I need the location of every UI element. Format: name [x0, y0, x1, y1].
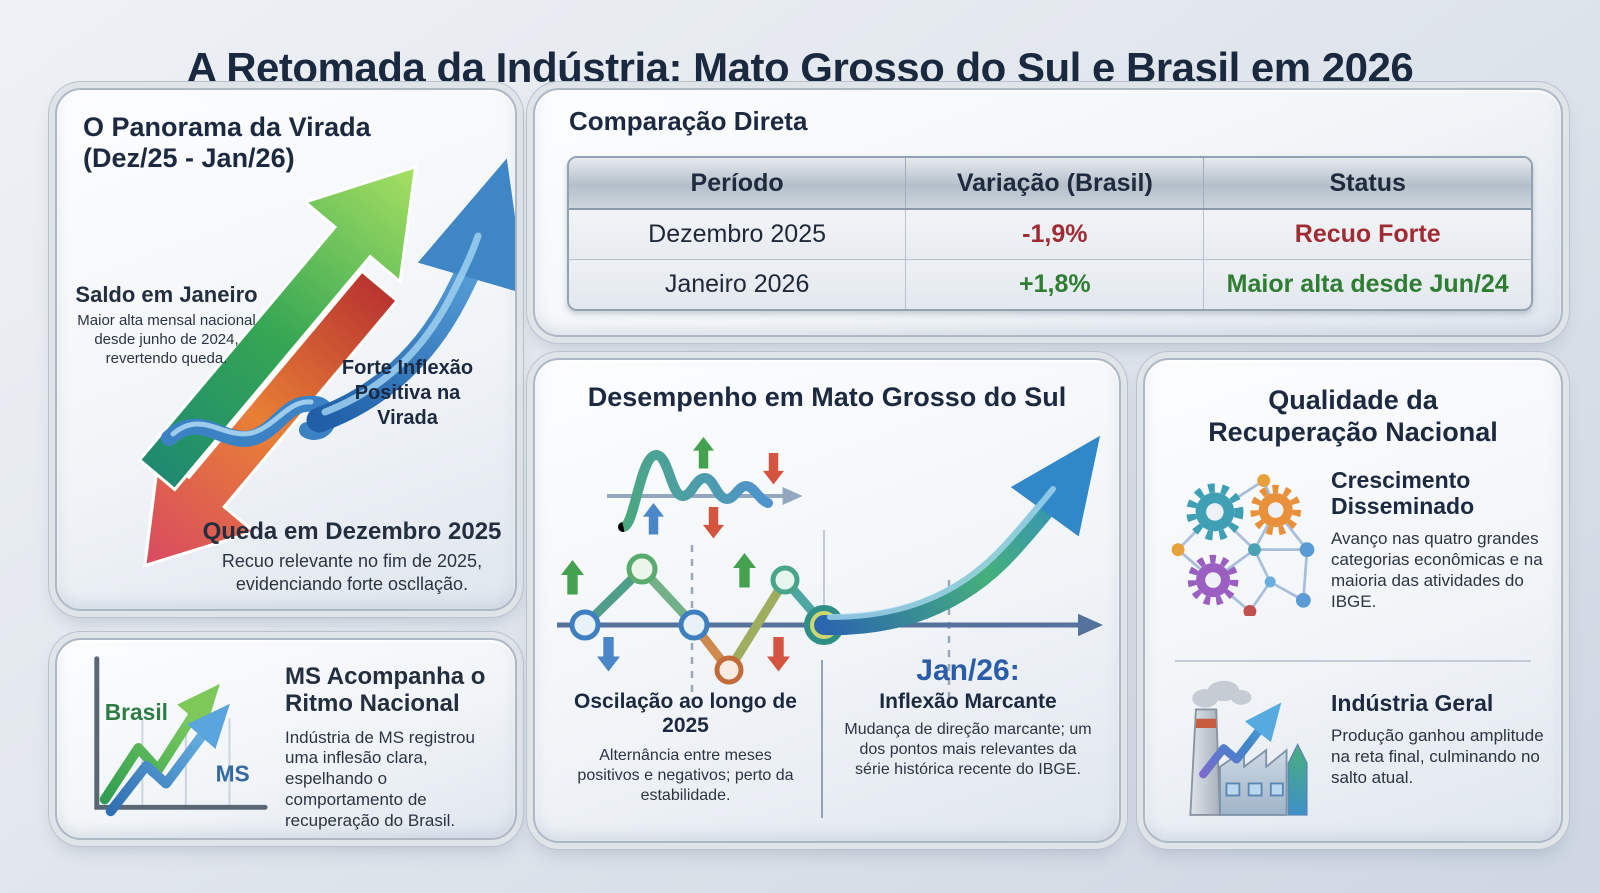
forte-inflexao-label: Forte Inflexão Positiva na Virada [341, 357, 474, 429]
panel-panorama-virada: O Panorama da Virada (Dez/25 - Jan/26) S… [55, 88, 517, 611]
node-point [626, 553, 658, 585]
industria-title: Indústria Geral [1331, 690, 1494, 716]
comparacao-title: Comparação Direta [569, 106, 808, 136]
factory-icon [1189, 680, 1308, 816]
node-point [714, 655, 744, 685]
up-arrow-green-icon [733, 553, 756, 588]
node-point [770, 565, 800, 595]
cell-variacao: +1,8% [905, 259, 1205, 309]
oscilacao-textblock: Oscilação ao longo de 2025 Alternância e… [573, 690, 798, 806]
up-arrow-green-icon [693, 437, 714, 469]
gear-purple-icon [1187, 554, 1239, 606]
brasil-series-label: Brasil [105, 699, 168, 725]
factory-windows [1225, 782, 1284, 797]
down-arrow-blue-icon [597, 637, 620, 672]
oscillation-wave-icon [607, 437, 803, 539]
panel-qualidade-nacional: Qualidade da Recuperação Nacional Cresci… [1143, 358, 1563, 843]
up-arrow-green-icon [137, 164, 418, 492]
queda-dezembro-title: Queda em Dezembro 2025 [202, 518, 502, 545]
table-row: Janeiro 2026 +1,8% Maior alta desde Jun/… [569, 259, 1531, 309]
ms-ritmo-text: Indústria de MS registrou uma inflesão c… [285, 727, 475, 830]
recovery-swoosh-arrow-icon [814, 435, 1101, 636]
industria-textblock: Indústria Geral Produção ganhou amplitud… [1331, 690, 1547, 788]
queda-dezembro-callout: Queda em Dezembro 2025 Recuo relevante n… [187, 518, 517, 595]
panorama-title: O Panorama da Virada (Dez/25 - Jan/26) [83, 112, 371, 174]
cell-periodo: Dezembro 2025 [569, 209, 907, 260]
gear-orange-icon [1250, 484, 1302, 536]
saldo-janeiro-text: Maior alta mensal nacional desde junho d… [77, 312, 256, 367]
col-header-variacao: Variação (Brasil) [905, 158, 1205, 210]
ms-ritmo-title: MS Acompanha o Ritmo Nacional [285, 663, 486, 717]
down-arrow-red-icon [763, 453, 784, 485]
cell-periodo: Janeiro 2026 [569, 259, 907, 309]
qualidade-title: Qualidade da Recuperação Nacional [1145, 384, 1561, 449]
cell-status: Recuo Forte [1203, 209, 1531, 260]
panel-ms-ritmo: Brasil MS MS Acompanha o Ritmo Nacional … [55, 638, 517, 840]
inflexao-marcante-text: Mudança de direção marcante; um dos pont… [844, 721, 1092, 778]
cell-variacao: -1,9% [905, 209, 1205, 260]
comparison-table: Período Variação (Brasil) Status Dezembr… [567, 156, 1533, 311]
queda-dezembro-text: Recuo relevante no fim de 2025, evidenci… [221, 551, 483, 594]
growth-bar-arrow-icon [1287, 743, 1308, 816]
smoke-icon [1192, 680, 1252, 708]
saldo-janeiro-title: Saldo em Janeiro [75, 282, 258, 307]
cell-status: Maior alta desde Jun/24 [1203, 259, 1531, 309]
ms-ritmo-textblock: MS Acompanha o Ritmo Nacional Indústria … [285, 663, 503, 831]
column-divider [821, 660, 823, 818]
col-header-status: Status [1203, 158, 1531, 210]
trend-arrow-icon [1199, 702, 1282, 779]
crescimento-text: Avanço nas quatro grandes categorias eco… [1331, 528, 1543, 611]
node-point [678, 609, 710, 641]
col-header-periodo: Período [569, 158, 907, 210]
turnaround-arrows-illustration [137, 158, 515, 568]
down-arrow-red-icon [703, 507, 724, 539]
table-row: Dezembro 2025 -1,9% Recuo Forte [569, 209, 1531, 260]
node-point [569, 609, 601, 641]
industria-text: Produção ganhou amplitude na reta final,… [1331, 726, 1544, 788]
gears-network-icon [1171, 474, 1315, 616]
chimney-band [1195, 718, 1217, 728]
jan26-label: Jan/26: [916, 654, 1020, 687]
page-title: A Retomada da Indústria: Mato Grosso do … [186, 44, 1414, 92]
down-arrow-red-icon [767, 637, 790, 672]
saldo-janeiro-callout: Saldo em Janeiro Maior alta mensal nacio… [59, 282, 274, 368]
inflexao-marcante-title: Inflexão Marcante [879, 690, 1057, 713]
oscilacao-title: Oscilação ao longo de 2025 [574, 690, 797, 737]
up-arrow-blue-icon [643, 503, 664, 535]
desempenho-title: Desempenho em Mato Grosso do Sul [587, 382, 1067, 412]
curved-arrow-blue-icon [306, 158, 515, 433]
table-header-row: Período Variação (Brasil) Status [569, 158, 1531, 210]
mini-line-chart: Brasil MS [94, 656, 268, 817]
qualidade-title-text: Qualidade da Recuperação Nacional [1208, 385, 1498, 448]
panel-desempenho-ms: Desempenho em Mato Grosso do Sul [533, 358, 1121, 843]
up-arrow-green-icon [561, 560, 584, 595]
crescimento-textblock: Crescimento Disseminado Avanço nas quatr… [1331, 467, 1547, 612]
ms-series-label: MS [216, 761, 250, 787]
section-divider [1175, 660, 1531, 662]
ms-trend-arrow-icon [105, 703, 230, 817]
inflexao-textblock: Jan/26: Inflexão Marcante Mudança de dir… [840, 654, 1096, 780]
oscilacao-text: Alternância entre meses positivos e nega… [577, 747, 794, 804]
gear-teal-icon [1186, 483, 1244, 541]
oscillation-chart-illustration [557, 435, 1104, 700]
crescimento-title: Crescimento Disseminado [1331, 467, 1475, 519]
mini-chart-axis [94, 656, 268, 810]
panel-comparacao-direta: Comparação Direta Período Variação (Bras… [533, 88, 1563, 337]
